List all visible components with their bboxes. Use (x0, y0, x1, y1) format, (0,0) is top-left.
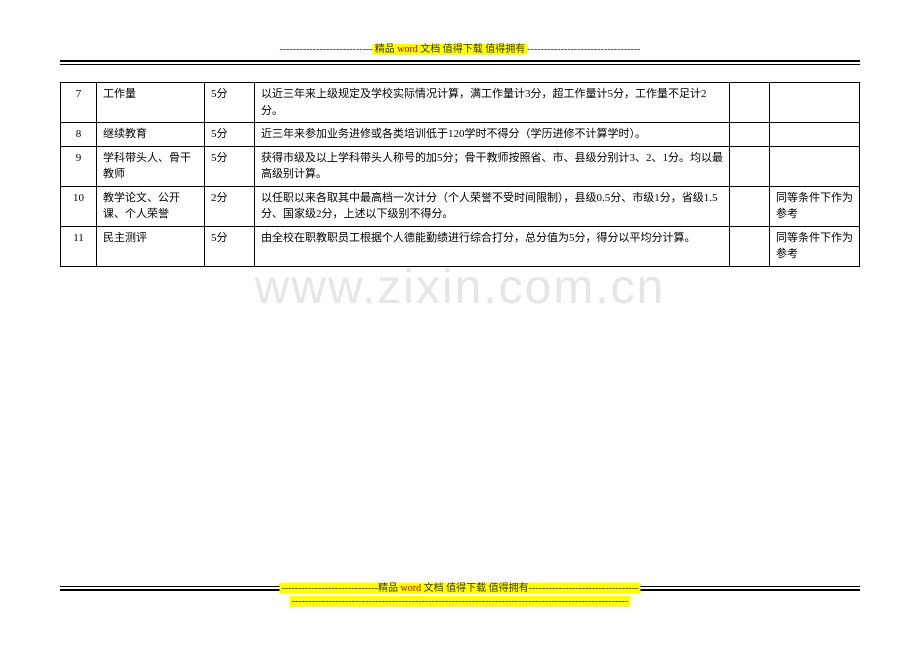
footer-text-c: 文档 值得下载 值得拥有 (424, 583, 529, 594)
footer-banner: -----------------------------精品 word 文档 … (279, 579, 640, 607)
table-container: 7工作量5分以近三年来上级规定及学校实际情况计算，满工作量计3分，超工作量计5分… (60, 82, 860, 267)
row-description: 由全校在职教职员工根据个人德能勤绩进行综合打分，总分值为5分，得分以平均分计算。 (255, 226, 730, 266)
row-col5 (730, 146, 770, 186)
row-description: 以近三年来上级规定及学校实际情况计算，满工作量计3分，超工作量计5分，工作量不足… (255, 83, 730, 123)
footer-dash-left: ----------------------------- (281, 583, 378, 594)
footer-text-a: 精品 (378, 583, 401, 594)
banner-dash-right: ---------------------------------- (527, 44, 640, 55)
row-note (770, 123, 860, 147)
row-score: 5分 (205, 226, 255, 266)
banner-text-a: 精品 (375, 44, 398, 55)
top-rule (60, 60, 860, 65)
row-note (770, 83, 860, 123)
row-note: 同等条件下作为参考 (770, 186, 860, 226)
banner-text-b: word (397, 44, 420, 55)
banner-highlight: 精品 word 文档 值得下载 值得拥有 (373, 44, 528, 55)
row-name: 继续教育 (97, 123, 205, 147)
row-description: 获得市级及以上学科带头人称号的加5分；骨干教师按照省、市、县级分别计3、2、1分… (255, 146, 730, 186)
table-row: 9学科带头人、骨干教师5分获得市级及以上学科带头人称号的加5分；骨干教师按照省、… (61, 146, 860, 186)
row-index: 10 (61, 186, 97, 226)
footer-dash-right: --------------------------------- (529, 583, 639, 594)
row-description: 以任职以来各取其中最高档一次计分（个人荣誉不受时间限制），县级0.5分、市级1分… (255, 186, 730, 226)
footer-highlight: -----------------------------精品 word 文档 … (279, 583, 640, 594)
row-score: 5分 (205, 123, 255, 147)
row-name: 教学论文、公开课、个人荣誉 (97, 186, 205, 226)
table-row: 10教学论文、公开课、个人荣誉2分以任职以来各取其中最高档一次计分（个人荣誉不受… (61, 186, 860, 226)
row-score: 5分 (205, 146, 255, 186)
row-col5 (730, 186, 770, 226)
row-name: 民主测评 (97, 226, 205, 266)
scoring-table: 7工作量5分以近三年来上级规定及学校实际情况计算，满工作量计3分，超工作量计5分… (60, 82, 860, 267)
banner-dash-left: ---------------------------- (279, 44, 372, 55)
row-col5 (730, 123, 770, 147)
row-name: 学科带头人、骨干教师 (97, 146, 205, 186)
row-index: 8 (61, 123, 97, 147)
row-description: 近三年来参加业务进修或各类培训低于120学时不得分（学历进修不计算学时）。 (255, 123, 730, 147)
banner-text-c: 文档 值得下载 值得拥有 (420, 44, 525, 55)
row-col5 (730, 83, 770, 123)
row-index: 9 (61, 146, 97, 186)
row-index: 11 (61, 226, 97, 266)
row-name: 工作量 (97, 83, 205, 123)
table-row: 7工作量5分以近三年来上级规定及学校实际情况计算，满工作量计3分，超工作量计5分… (61, 83, 860, 123)
footer-second-line: ----------------------------------------… (290, 596, 630, 607)
row-score: 2分 (205, 186, 255, 226)
row-index: 7 (61, 83, 97, 123)
table-row: 8继续教育5分近三年来参加业务进修或各类培训低于120学时不得分（学历进修不计算… (61, 123, 860, 147)
row-note: 同等条件下作为参考 (770, 226, 860, 266)
footer-text-b: word (401, 583, 424, 594)
table-row: 11民主测评5分由全校在职教职员工根据个人德能勤绩进行综合打分，总分值为5分，得… (61, 226, 860, 266)
row-col5 (730, 226, 770, 266)
header-banner: ----------------------------精品 word 文档 值… (279, 40, 640, 55)
row-note (770, 146, 860, 186)
row-score: 5分 (205, 83, 255, 123)
watermark: www.zixin.com.cn (0, 260, 920, 315)
